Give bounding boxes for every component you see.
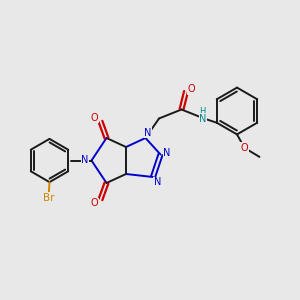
- Text: N: N: [164, 148, 171, 158]
- Text: O: O: [241, 143, 248, 153]
- Text: O: O: [91, 198, 98, 208]
- Text: Br: Br: [43, 193, 55, 203]
- Text: N: N: [199, 113, 206, 124]
- Text: O: O: [241, 143, 248, 153]
- Text: O: O: [91, 113, 98, 123]
- Text: N: N: [144, 128, 152, 138]
- Text: O: O: [188, 84, 195, 94]
- Text: N: N: [154, 177, 161, 188]
- Text: H: H: [200, 107, 206, 116]
- Text: N: N: [81, 155, 88, 165]
